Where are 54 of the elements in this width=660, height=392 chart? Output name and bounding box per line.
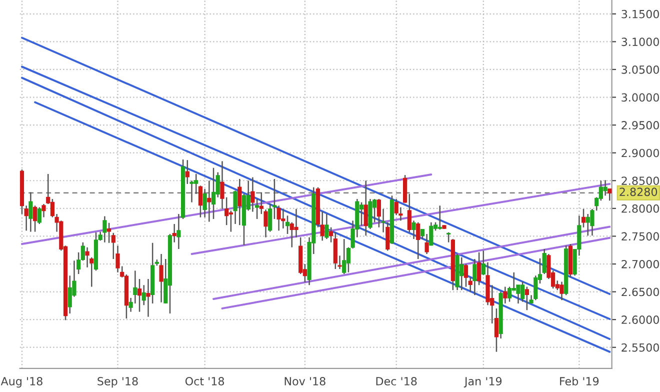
candlestick: [250, 176, 255, 212]
y-tick-label: 2.6500: [622, 288, 659, 296]
candlestick: [402, 174, 408, 204]
candlestick: [472, 258, 477, 296]
candlestick: [102, 216, 107, 243]
candlestick: [342, 238, 346, 275]
candlestick: [133, 270, 138, 304]
candlestick: [106, 222, 112, 244]
candlestick: [560, 281, 564, 301]
x-tick-label: Oct '18: [185, 377, 224, 386]
y-tick-label: 2.8000: [622, 204, 659, 213]
candlestick: [328, 226, 334, 243]
x-tick-label: Feb '19: [560, 376, 599, 386]
y-tick-label: 2.8500: [622, 176, 659, 186]
candlestick: [37, 206, 42, 225]
y-tick-label: 3.1500: [622, 10, 659, 18]
candlestick: [294, 208, 298, 238]
candlestick: [603, 179, 608, 196]
candlestick: [324, 213, 329, 240]
y-tick-label: 3.0000: [622, 93, 659, 102]
y-tick-label: 2.9000: [622, 148, 659, 158]
candlestick: [185, 159, 190, 185]
x-tick-label: Jan '19: [464, 377, 502, 388]
candlestick: [446, 232, 451, 243]
candlestick: [524, 286, 529, 311]
y-tick-label: 2.6000: [622, 316, 659, 324]
candlestick: [281, 208, 286, 230]
candlestick: [28, 192, 33, 232]
candlestick: [85, 246, 90, 268]
y-tick-label: 2.7500: [622, 232, 659, 241]
candlestick: [364, 180, 368, 236]
candlestick: [438, 205, 442, 230]
y-tick-label: 2.7000: [622, 260, 659, 268]
y-tick-label: 3.1000: [622, 38, 659, 46]
candlestick: [159, 253, 164, 303]
candlestick: [416, 222, 420, 260]
candlestick: [359, 202, 364, 226]
candlestick: [172, 223, 176, 243]
candlestick: [276, 205, 281, 232]
x-tick-label: Dec '18: [376, 377, 417, 386]
ref-line-label: 2.8280: [620, 188, 658, 196]
x-tick-label: Sep '18: [98, 377, 138, 388]
candlestick: [207, 180, 212, 222]
y-tick-label: 2.5500: [622, 343, 659, 352]
candlestick: [507, 286, 512, 302]
x-tick-label: Aug '18: [0, 377, 42, 388]
y-tick-label: 2.9500: [622, 121, 659, 130]
candlestick: [238, 178, 242, 226]
y-tick-label: 3.0500: [622, 65, 659, 74]
x-tick-label: Nov '18: [284, 377, 326, 386]
candlestick: [198, 185, 203, 218]
candlestick: [211, 167, 216, 220]
candlestick: [542, 248, 546, 275]
candlestick: [424, 233, 429, 255]
